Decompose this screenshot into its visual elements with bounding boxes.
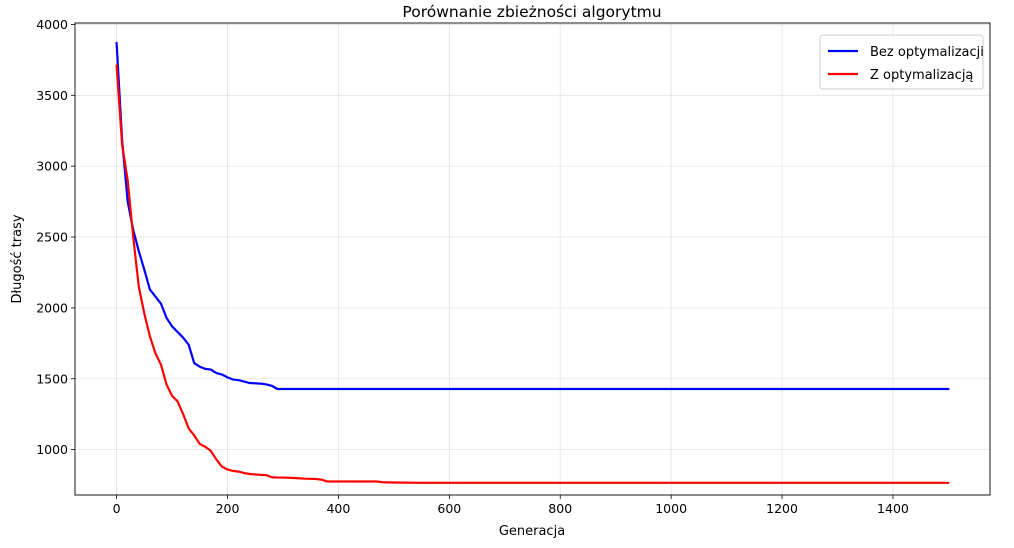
x-tick-label: 200 [216,501,240,516]
y-tick-label: 1500 [36,371,68,386]
y-axis-label: Długość trasy [10,214,25,303]
x-tick-label: 600 [437,501,461,516]
x-tick-label: 400 [326,501,350,516]
legend-label-bez-optymalizacji: Bez optymalizacji [870,45,984,60]
y-tick-label: 2500 [36,230,68,245]
series-lines [115,41,950,484]
x-tick-label: 0 [113,501,121,516]
plot-frame [74,22,991,496]
grid [75,23,990,495]
x-tick-label: 1400 [877,501,909,516]
x-tick-label: 1000 [655,501,687,516]
y-tick-label: 3000 [36,159,68,174]
y-tick-label: 3500 [36,88,68,103]
x-axis-label: Generacja [499,524,565,539]
legend-box [819,34,984,90]
axis-ticks: 0 200 400 600 800 1000 1200 1400 1000 1500 2000 250… [36,17,909,516]
y-tick-label: 4000 [36,17,68,32]
series-line-bez-optymalizacji [115,41,950,391]
x-tick-label: 800 [548,501,572,516]
y-tick-label: 2000 [36,300,68,315]
legend-label-z-optymalizacja: Z optymalizacją [870,68,973,83]
chart-title: Porównanie zbieżności algorytmu [402,3,661,21]
y-tick-label: 1000 [36,442,68,457]
legend: Bez optymalizacji Z optymalizacją [819,34,984,90]
series-line-z-optymalizacj [115,64,950,484]
x-tick-label: 1200 [766,501,798,516]
